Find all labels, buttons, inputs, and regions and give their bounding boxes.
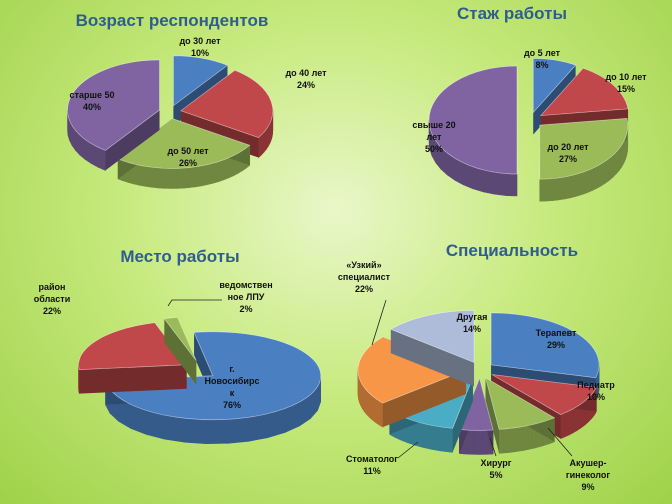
specialty-slice-label-0: Терапевт 29% — [536, 328, 577, 350]
experience-pie: до 5 лет 8% до 10 лет 15% до 20 лет 27% свыше … — [412, 48, 647, 202]
specialty-slice-3 — [458, 377, 494, 455]
specialty-slice-6 — [390, 310, 475, 387]
age-slice-2 — [117, 118, 251, 189]
specialty-leader-line-2 — [547, 427, 573, 457]
workplace-pie: г. Новосибирс к 76% район области 22% ведомстве… — [34, 280, 322, 444]
experience-slice-2 — [539, 118, 629, 202]
specialty-slice-label-1: Педиатр 10% — [577, 380, 615, 402]
experience-slice-3 — [428, 65, 518, 197]
specialty-chart-title: Специальность — [446, 241, 578, 260]
experience-slice-label-2: до 20 лет 27% — [547, 142, 589, 164]
age-slice-label-1: до 40 лет 24% — [285, 68, 327, 90]
specialty-slice-label-2: Акушер-гинеколог 9% — [566, 458, 610, 492]
experience-slice-label-1: до 10 лет 15% — [605, 72, 647, 94]
workplace-slice-0 — [105, 331, 322, 444]
specialty-leader-line-5 — [371, 299, 387, 346]
experience-slice-label-3: свыше 20 лет 50% — [412, 120, 455, 154]
workplace-leader-line-2 — [167, 299, 222, 307]
age-pie: до 30 лет 10% до 40 лет 24% до 50 лет 26% стар… — [67, 36, 327, 189]
experience-slice-label-0: до 5 лет 8% — [524, 48, 561, 70]
workplace-chart-title: Место работы — [120, 247, 239, 266]
specialty-slice-label-4: Стоматолог 11% — [346, 454, 398, 476]
specialty-slice-2 — [485, 376, 556, 454]
age-chart-title: Возраст респондентов — [76, 11, 269, 30]
specialty-slice-label-3: Хирург 5% — [480, 458, 511, 480]
experience-chart-title: Стаж работы — [457, 4, 567, 23]
specialty-slice-label-6: Другая 14% — [457, 312, 488, 334]
specialty-leader-line-4 — [397, 441, 419, 459]
age-slice-label-2: до 50 лет 26% — [167, 146, 209, 168]
age-slice-3 — [67, 59, 160, 171]
workplace-slice-2 — [163, 316, 197, 385]
workplace-slice-label-1: район области 22% — [34, 282, 71, 316]
specialty-pie: Терапевт 29% Педиатр 10% Акушер-гинеколог 9% Х… — [338, 260, 615, 492]
workplace-slice-1 — [78, 322, 188, 394]
age-slice-label-3: старше 50 40% — [70, 90, 115, 112]
specialty-slice-label-5: «Узкий» специалист 22% — [338, 260, 391, 294]
specialty-leader-line-3 — [489, 437, 497, 457]
workplace-slice-label-2: ведомствен ное ЛПУ 2% — [219, 280, 272, 314]
workplace-slice-label-0: г. Новосибирс к 76% — [205, 364, 260, 410]
age-slice-label-0: до 30 лет 10% — [179, 36, 221, 58]
age-slice-1 — [180, 69, 274, 159]
